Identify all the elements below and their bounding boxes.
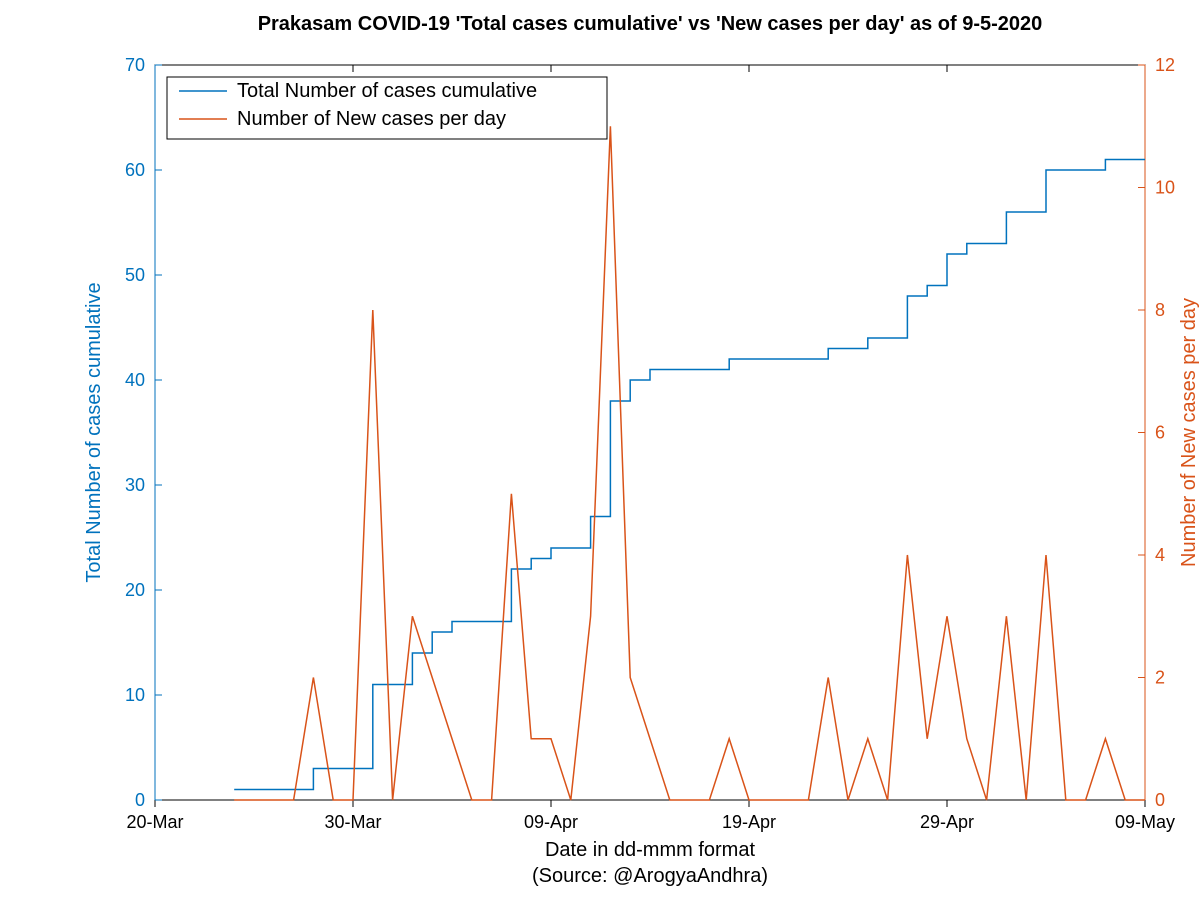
left-y-tick-label: 60: [125, 160, 145, 180]
chart-title: Prakasam COVID-19 'Total cases cumulativ…: [258, 13, 1043, 35]
x-tick-label: 19-Apr: [722, 812, 776, 832]
left-y-tick-label: 10: [125, 685, 145, 705]
left-y-axis-label: Total Number of cases cumulative: [83, 282, 105, 582]
x-tick-label: 09-Apr: [524, 812, 578, 832]
right-y-tick-label: 4: [1155, 545, 1165, 565]
legend-label: Number of New cases per day: [237, 108, 506, 130]
x-tick-label: 29-Apr: [920, 812, 974, 832]
left-y-tick-label: 50: [125, 265, 145, 285]
left-y-tick-label: 40: [125, 370, 145, 390]
right-y-tick-label: 0: [1155, 790, 1165, 810]
x-axis-label: Date in dd-mmm format: [545, 839, 755, 861]
x-tick-label: 20-Mar: [126, 812, 183, 832]
right-y-tick-label: 8: [1155, 300, 1165, 320]
source-label: (Source: @ArogyaAndhra): [532, 865, 768, 887]
right-y-tick-label: 10: [1155, 178, 1175, 198]
left-y-tick-label: 20: [125, 580, 145, 600]
right-y-tick-label: 12: [1155, 55, 1175, 75]
left-y-tick-label: 70: [125, 55, 145, 75]
legend-label: Total Number of cases cumulative: [237, 80, 537, 102]
x-tick-label: 30-Mar: [324, 812, 381, 832]
right-y-axis-label: Number of New cases per day: [1178, 298, 1200, 567]
x-tick-label: 09-May: [1115, 812, 1175, 832]
left-y-tick-label: 30: [125, 475, 145, 495]
right-y-tick-label: 6: [1155, 423, 1165, 443]
dual-axis-line-chart: Prakasam COVID-19 'Total cases cumulativ…: [0, 0, 1200, 898]
left-y-tick-label: 0: [135, 790, 145, 810]
right-y-tick-label: 2: [1155, 668, 1165, 688]
